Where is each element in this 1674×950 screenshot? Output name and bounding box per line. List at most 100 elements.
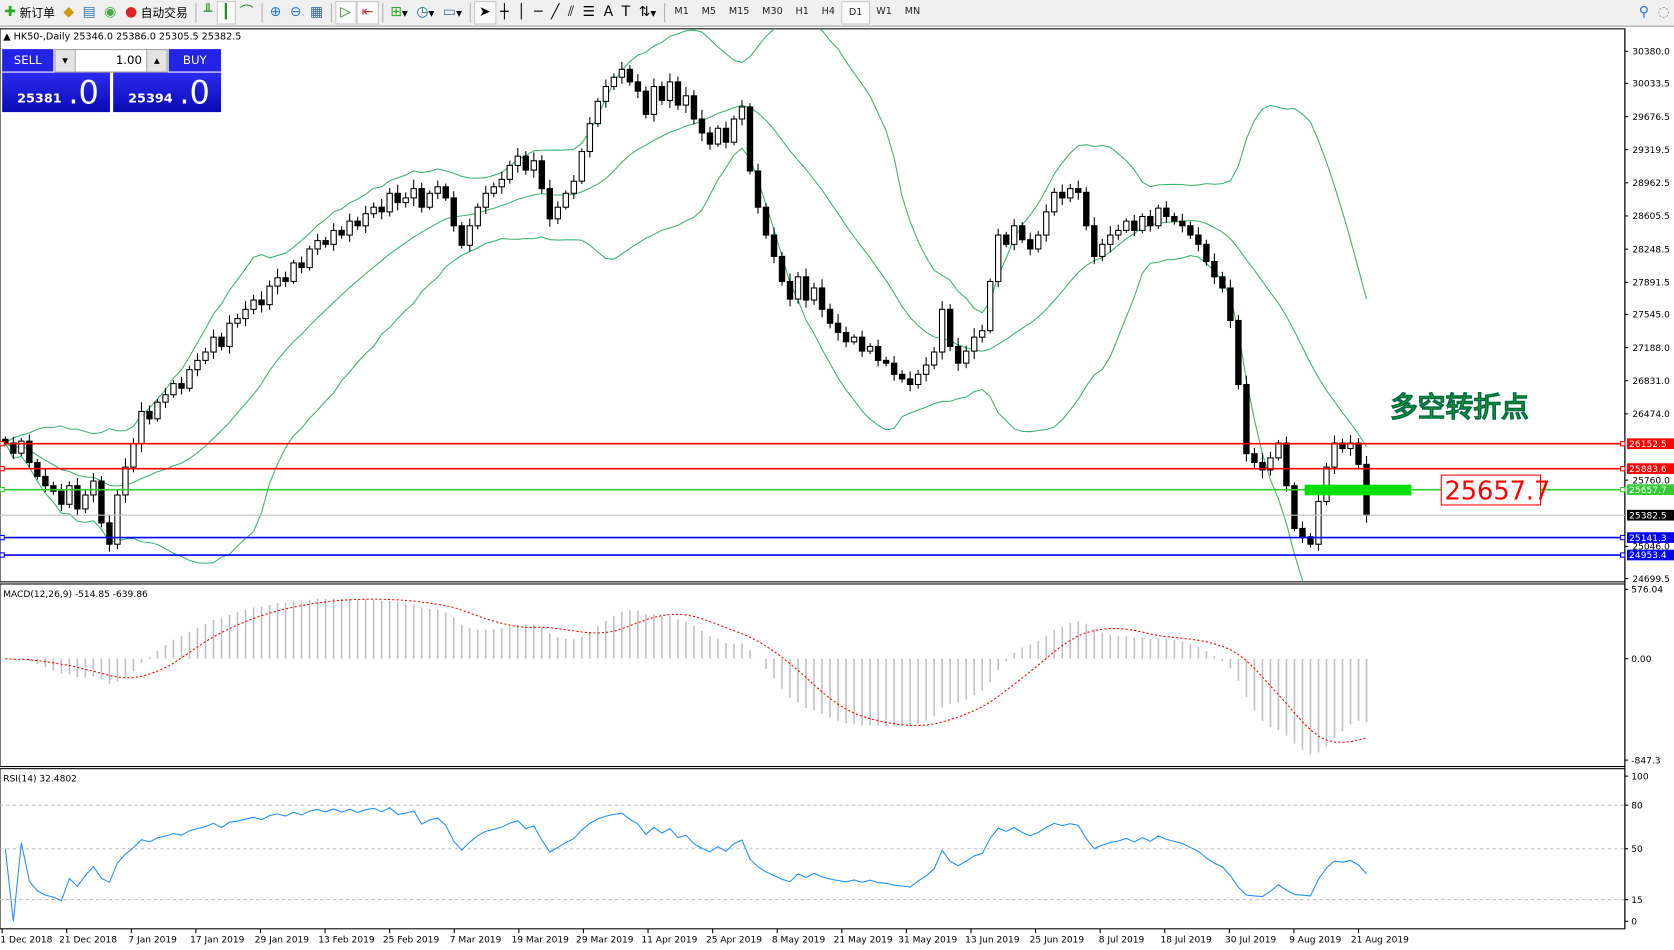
- date-tick-label: 25 Feb 2019: [383, 936, 440, 946]
- bollinger-lower: [4, 147, 1304, 582]
- text-label-button[interactable]: T: [617, 2, 634, 23]
- candle: [914, 369, 922, 389]
- line-chart-button[interactable]: ⌒: [235, 2, 257, 23]
- bar-chart-button[interactable]: ╨: [200, 2, 217, 23]
- equidistant-channel-button[interactable]: ⫽: [564, 2, 579, 23]
- candle: [394, 184, 401, 211]
- lot-size-input[interactable]: 1.00: [75, 50, 147, 72]
- candle: [890, 356, 898, 381]
- templates-button[interactable]: ▭ ▾: [442, 4, 462, 21]
- search-button[interactable]: ⚲: [1635, 2, 1654, 23]
- bullish-candle-body: [618, 68, 626, 78]
- timeframe-w1[interactable]: W1: [876, 6, 892, 18]
- candle: [770, 227, 778, 264]
- bearish-candle-body: [722, 127, 730, 143]
- auto-trading-button[interactable]: ● 自动交易: [121, 2, 192, 23]
- cursor-button[interactable]: ➤: [473, 1, 497, 25]
- candle: [322, 236, 329, 248]
- timeframe-d1[interactable]: D1: [841, 1, 870, 25]
- timeframe-h1[interactable]: H1: [795, 6, 809, 18]
- candle: [1219, 271, 1226, 293]
- rsi-tick-label: 50: [1631, 845, 1643, 855]
- bullish-candle-body: [866, 345, 874, 352]
- bullish-candle-body: [362, 213, 369, 227]
- candle: [1195, 227, 1202, 252]
- timeframe-h4[interactable]: H4: [821, 6, 836, 18]
- chat-button[interactable]: ◌: [1653, 2, 1674, 23]
- zoom-in-button[interactable]: ⊕: [265, 2, 285, 23]
- timeframe-m15[interactable]: M15: [728, 6, 750, 18]
- clock-icon: ◷: [416, 4, 429, 21]
- price-tick-label: 27188.0: [1632, 344, 1670, 354]
- bullish-candle-body: [346, 220, 353, 236]
- bullish-candle-body: [266, 285, 273, 306]
- candle: [746, 103, 754, 175]
- candle: [882, 356, 890, 367]
- timeframe-m5[interactable]: M5: [701, 6, 717, 18]
- auto-scroll-button[interactable]: ▷: [334, 1, 357, 25]
- bearish-candle-body: [954, 345, 962, 364]
- increase-lot-icon[interactable]: ▲: [146, 50, 167, 72]
- candlestick-button[interactable]: ┃: [216, 1, 236, 25]
- bullish-candle-body: [170, 383, 177, 396]
- bearish-candle-body: [338, 229, 345, 236]
- signal-icon: ◉: [104, 4, 117, 21]
- decrease-lot-icon[interactable]: ▼: [55, 50, 76, 72]
- bearish-candle-body: [1083, 191, 1090, 227]
- new-order-button[interactable]: ✚ 新订单: [0, 2, 59, 23]
- sell-price-button[interactable]: 25381 .0: [2, 72, 110, 113]
- timeframe-m1[interactable]: M1: [674, 6, 689, 18]
- auto-scroll-icon: ▷: [340, 4, 351, 21]
- signals-button[interactable]: ◉: [100, 2, 121, 23]
- arrows-button[interactable]: ⇅ ▾: [638, 4, 657, 21]
- candle: [626, 65, 634, 86]
- candle: [18, 437, 25, 457]
- date-tick-label: 29 Mar 2019: [576, 936, 634, 946]
- toolbar: ✚ 新订单 ◆ ▤ ◉ ● 自动交易 ╨ ┃ ⌒ ⊕ ⊖ ▦ ▷ ⇤ ⊞ ▾ ◷ ▾…: [0, 0, 1674, 27]
- horizontal-line-button[interactable]: ─: [530, 2, 547, 23]
- bearish-candle-body: [1283, 442, 1290, 487]
- fibonacci-button[interactable]: ☰: [578, 2, 599, 23]
- timeframe-m30[interactable]: M30: [762, 6, 783, 18]
- template-icon: ▭: [442, 4, 457, 21]
- candle: [554, 201, 562, 225]
- lot-size-stepper[interactable]: ▼ 1.00 ▲: [54, 49, 168, 73]
- bearish-candle-body: [538, 160, 546, 190]
- bearish-candle-body: [874, 345, 882, 361]
- bearish-candle-body: [1219, 276, 1226, 289]
- buy-price-button[interactable]: 25394 .0: [113, 72, 221, 113]
- date-tick-label: 8 Jul 2019: [1099, 936, 1145, 946]
- periods-button[interactable]: ◷ ▾: [416, 4, 435, 21]
- candle: [578, 148, 586, 185]
- indicators-button[interactable]: ⊞ ▾: [390, 4, 408, 21]
- terminal-button[interactable]: ▤: [78, 2, 100, 23]
- level-handle: [0, 534, 5, 541]
- level-handle: [0, 441, 5, 447]
- symbol-ohlc: HK50-,Daily 25346.0 25386.0 25305.5 2538…: [13, 32, 242, 43]
- separator: [330, 3, 332, 23]
- trendline-button[interactable]: ╱: [547, 2, 564, 23]
- tile-windows-button[interactable]: ▦: [306, 2, 328, 23]
- crosshair-button[interactable]: ┼: [496, 2, 513, 23]
- bearish-candle-body: [1187, 225, 1194, 236]
- metaeditor-button[interactable]: ◆: [59, 2, 78, 23]
- timeframe-mn[interactable]: MN: [904, 6, 921, 18]
- vertical-line-button[interactable]: │: [513, 2, 530, 23]
- zoom-out-button[interactable]: ⊖: [286, 2, 306, 23]
- bearish-candle-body: [746, 106, 754, 172]
- sell-button[interactable]: SELL: [2, 49, 54, 72]
- candle: [1067, 183, 1074, 203]
- terminal-icon: ▤: [82, 4, 96, 21]
- buy-button[interactable]: BUY: [168, 49, 221, 72]
- text-button[interactable]: A: [599, 2, 617, 23]
- price-tick-label: 26474.0: [1632, 410, 1670, 420]
- chart-shift-button[interactable]: ⇤: [356, 1, 379, 25]
- bearish-candle-body: [1171, 215, 1178, 222]
- candle: [202, 347, 209, 365]
- bullish-candle-body: [1331, 442, 1338, 468]
- price-tick-label: 30033.5: [1632, 80, 1669, 90]
- price-tick-label: 27545.0: [1632, 311, 1670, 321]
- candle: [530, 152, 538, 178]
